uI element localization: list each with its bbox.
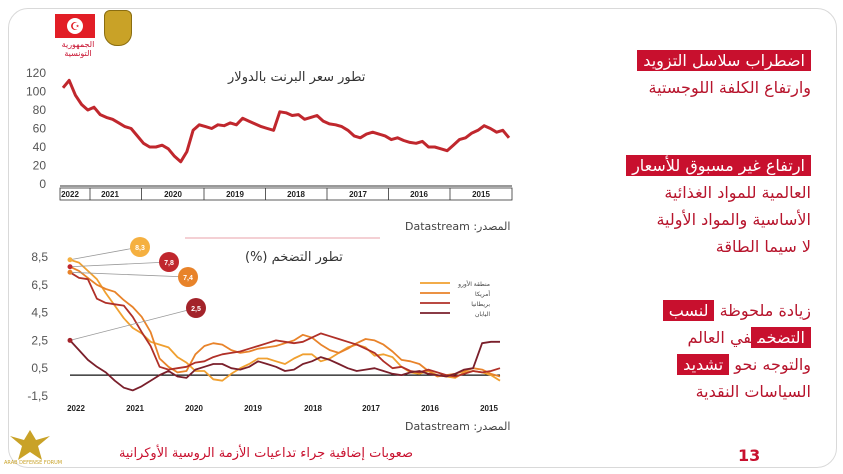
y-tick-label: 6,5 (31, 278, 48, 292)
callout-value: 7,4 (183, 275, 193, 282)
inflation-chart: 8,5 6,5 4,5 2,5 0,5 -1,5 2022 2021 2020 2019 2018 2… (27, 237, 501, 413)
callout-leader (69, 246, 141, 261)
callout-value: 8,3 (135, 245, 145, 252)
callout-value: 7,8 (164, 260, 174, 267)
inflation-chart-title: تطور التضخم (%) (245, 250, 343, 265)
x-tick-label: 2016 (410, 190, 428, 199)
y-tick-label: 2,5 (31, 333, 48, 347)
inflation-series-line (69, 271, 501, 378)
x-tick-label: 2021 (126, 404, 144, 413)
inflation-series-line (69, 339, 500, 392)
inflation-word1: زيادة ملحوظة (719, 301, 811, 320)
callout-bubble (178, 267, 198, 287)
legend-label: أمريكا (475, 290, 490, 298)
callout-leader (69, 261, 170, 268)
inflation-line4: السياسات النقدية (695, 382, 811, 401)
x-tick-label: 2017 (362, 404, 380, 413)
x-tick-label: 2019 (226, 190, 244, 199)
text-block-supply: اضطراب سلاسل التزويد وارتفاع الكلفة اللو… (637, 47, 811, 101)
x-tick-label: 2018 (287, 190, 305, 199)
callout-bubble (130, 237, 150, 257)
callout-leader (69, 271, 189, 278)
text-block-inflation: زيادة ملحوظة لنسب التضخمفي العالم والتوج… (662, 297, 811, 405)
forum-badge-icon (10, 430, 50, 460)
supply-heading: اضطراب سلاسل التزويد (637, 50, 811, 71)
prices-line2: العالمية للمواد الغذائية (664, 183, 811, 202)
badge-caption: ARAB DEFENSE FORUM (4, 460, 63, 466)
crescent-icon: ☪ (70, 19, 80, 33)
callout-point (67, 264, 73, 270)
page-number: 13 (738, 446, 761, 465)
y-tick-label: 0 (39, 177, 46, 191)
y-tick-label: 0,5 (31, 361, 48, 375)
x-tick-label: 2021 (101, 190, 119, 199)
brent-price-chart: 0 20 40 60 80 100 120 2022 2021 2020 2019 2018 2017 2… (26, 66, 513, 201)
callout-bubble (186, 298, 206, 318)
inflation-word4: في العالم (687, 328, 752, 347)
x-axis-band (59, 187, 513, 201)
inflation-word2: لنسب (662, 300, 715, 321)
legend-label: منطقة الأورو (457, 280, 490, 288)
inflation-word3: التضخم (751, 327, 811, 348)
y-tick-label: 8,5 (31, 250, 48, 264)
brent-source: المصدر: Datastream (405, 220, 511, 233)
coat-of-arms-icon (104, 10, 132, 46)
callout-leader (69, 307, 197, 341)
x-tick-label: 2015 (480, 404, 498, 413)
y-tick-label: 20 (33, 159, 47, 173)
text-block-prices: ارتفاع غير مسبوق للأسعار العالمية للمواد… (626, 152, 811, 260)
inflation-word6: تشديد (677, 354, 730, 375)
callout-point (67, 269, 73, 275)
x-tick-label: 2016 (421, 404, 439, 413)
legend-label: اليابان (475, 311, 490, 318)
y-tick-label: 60 (33, 122, 47, 136)
prices-heading: ارتفاع غير مسبوق للأسعار (626, 155, 811, 176)
callout-point (67, 257, 73, 263)
y-tick-label: 100 (26, 85, 46, 99)
y-tick-label: 80 (33, 103, 47, 117)
logo-caption: الجمهورية التونسية (61, 40, 95, 58)
inflation-series-line (69, 265, 501, 378)
x-tick-label: 2022 (61, 190, 79, 199)
brent-price-line (61, 78, 511, 164)
x-tick-label: 2015 (472, 190, 490, 199)
x-tick-label: 2018 (304, 404, 322, 413)
y-tick-label: 4,5 (31, 306, 48, 320)
x-tick-label: 2020 (185, 404, 203, 413)
prices-line4: لا سيما الطاقة (715, 237, 811, 256)
legend-label: بريطانيا (471, 301, 490, 308)
inflation-word5: والتوجه نحو (734, 355, 811, 374)
supply-subline: وارتفاع الكلفة اللوجستية (648, 78, 811, 97)
x-tick-label: 2017 (349, 190, 367, 199)
x-tick-label: 2019 (244, 404, 262, 413)
inflation-source: المصدر: Datastream (405, 420, 511, 433)
slide-frame (8, 8, 837, 468)
prices-line3: الأساسية والمواد الأولية (656, 210, 811, 229)
callout-bubble (159, 252, 179, 272)
brent-chart-title: تطور سعر البرنت بالدولار (228, 70, 366, 85)
tunisia-flag-icon: ☪ (55, 14, 95, 38)
callout-point (67, 337, 73, 343)
y-tick-label: 40 (33, 140, 47, 154)
y-tick-label: 120 (26, 66, 46, 80)
callout-value: 2,5 (191, 306, 201, 313)
x-tick-label: 2022 (67, 404, 85, 413)
y-tick-label: -1,5 (27, 389, 48, 403)
footer-caption: صعوبات إضافية جراء تداعيات الأزمة الروسي… (118, 446, 413, 461)
x-tick-label: 2020 (164, 190, 182, 199)
